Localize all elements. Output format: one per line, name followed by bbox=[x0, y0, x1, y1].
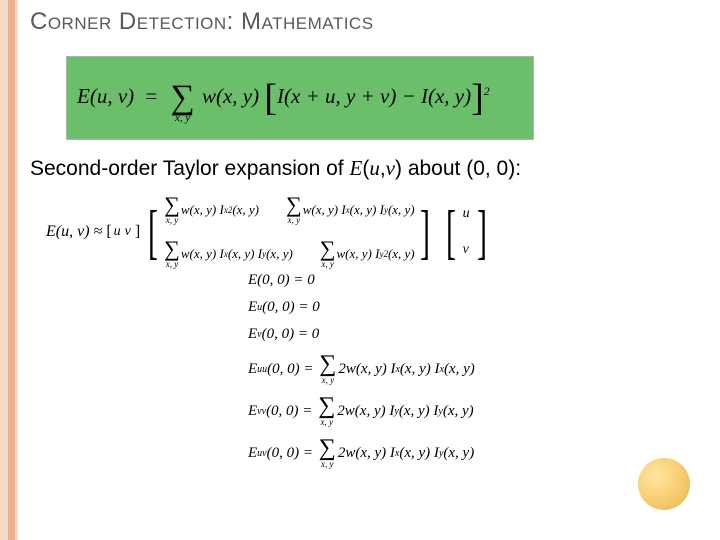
eq-lhs: E(u, v) bbox=[77, 84, 134, 108]
eq-E00: E(0, 0) = 0 bbox=[248, 272, 475, 289]
right-bracket: ] bbox=[471, 82, 484, 114]
row-vec-open: [ bbox=[106, 223, 111, 241]
m22: ∑x, yw(x, y) Iy2(x, y) bbox=[319, 239, 415, 269]
eq-Euu: Euu(0, 0) = ∑x, y2w(x, y) Ix(x, y) Ix(x,… bbox=[248, 353, 475, 385]
subtitle-prefix: Second-order Taylor expansion of bbox=[30, 157, 349, 180]
row-vec-v: v bbox=[125, 224, 131, 240]
approx-equation: E(u, v) ≈ [ u v ] [ ∑x, yw(x, y) Ix2(x, … bbox=[46, 195, 495, 269]
left-bracket: [ bbox=[264, 82, 277, 114]
eq-Euv: Euv(0, 0) = ∑x, y2w(x, y) Ix(x, y) Iy(x,… bbox=[248, 437, 475, 469]
m12: ∑x, yw(x, y) Ix(x, y) Iy(x, y) bbox=[285, 195, 415, 225]
decorative-circle bbox=[638, 458, 690, 510]
subtitle-func: E bbox=[349, 156, 362, 180]
approx-lhs: E(u, v) ≈ bbox=[46, 223, 102, 241]
eq-equals: = bbox=[145, 84, 157, 108]
subtitle: Second-order Taylor expansion of E(u,v) … bbox=[30, 156, 521, 181]
main-equation-box: E(u, v) = ∑x, y w(x, y) [I(x + u, y + v)… bbox=[66, 56, 534, 140]
eq-power: 2 bbox=[484, 84, 490, 98]
m11: ∑x, yw(x, y) Ix2(x, y) bbox=[163, 195, 259, 225]
taylor-terms: E(0, 0) = 0 Eu(0, 0) = 0 Ev(0, 0) = 0 Eu… bbox=[248, 272, 475, 469]
eq-w: w(x, y) bbox=[202, 84, 259, 108]
eq-Evv: Evv(0, 0) = ∑x, y2w(x, y) Iy(x, y) Iy(x,… bbox=[248, 395, 475, 427]
sum-symbol: ∑x, y bbox=[170, 83, 194, 114]
col-vec: [ uv ] bbox=[441, 206, 492, 258]
eq-inner: I(x + u, y + v) − I(x, y) bbox=[277, 84, 471, 108]
subtitle-args: (u,v) bbox=[362, 157, 402, 180]
subtitle-suffix: about (0, 0): bbox=[402, 157, 521, 180]
m21: ∑x, yw(x, y) Ix(x, y) Iy(x, y) bbox=[163, 239, 293, 269]
slide-title: Corner Detection: Mathematics bbox=[30, 8, 374, 36]
row-vec-u: u bbox=[114, 224, 121, 240]
eq-Ev: Ev(0, 0) = 0 bbox=[248, 326, 475, 343]
left-stripe-inner bbox=[8, 0, 15, 540]
main-equation: E(u, v) = ∑x, y w(x, y) [I(x + u, y + v)… bbox=[77, 82, 490, 114]
matrix: [ ∑x, yw(x, y) Ix2(x, y) ∑x, yw(x, y) Ix… bbox=[143, 195, 434, 269]
row-vec-close: ] bbox=[135, 223, 140, 241]
eq-Eu: Eu(0, 0) = 0 bbox=[248, 299, 475, 316]
